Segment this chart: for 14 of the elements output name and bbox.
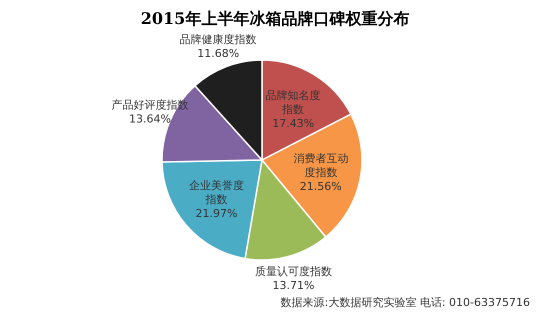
data-label: 13.71% bbox=[272, 278, 314, 292]
slice-label: 消费者互动度指数 bbox=[293, 152, 348, 180]
source-note: 数据来源:大数据研究实验室 电话: 010-63375716 bbox=[280, 296, 530, 309]
slice-label: 质量认可度指数 bbox=[254, 264, 332, 278]
slice-label: 品牌知名度指数 bbox=[266, 88, 321, 116]
data-label: 13.64% bbox=[129, 112, 172, 126]
slice-label: 品牌健康度指数 bbox=[180, 33, 257, 46]
slice-label: 企业美誉度指数 bbox=[189, 179, 244, 206]
data-label: 11.68% bbox=[197, 47, 240, 60]
slice-label: 产品好评度指数 bbox=[112, 98, 189, 112]
chart-title: 2015年上半年冰箱品牌口碑权重分布 bbox=[140, 9, 410, 28]
data-label: 21.97% bbox=[196, 207, 238, 220]
data-label: 21.56% bbox=[300, 180, 342, 194]
data-label: 17.43% bbox=[272, 116, 314, 130]
